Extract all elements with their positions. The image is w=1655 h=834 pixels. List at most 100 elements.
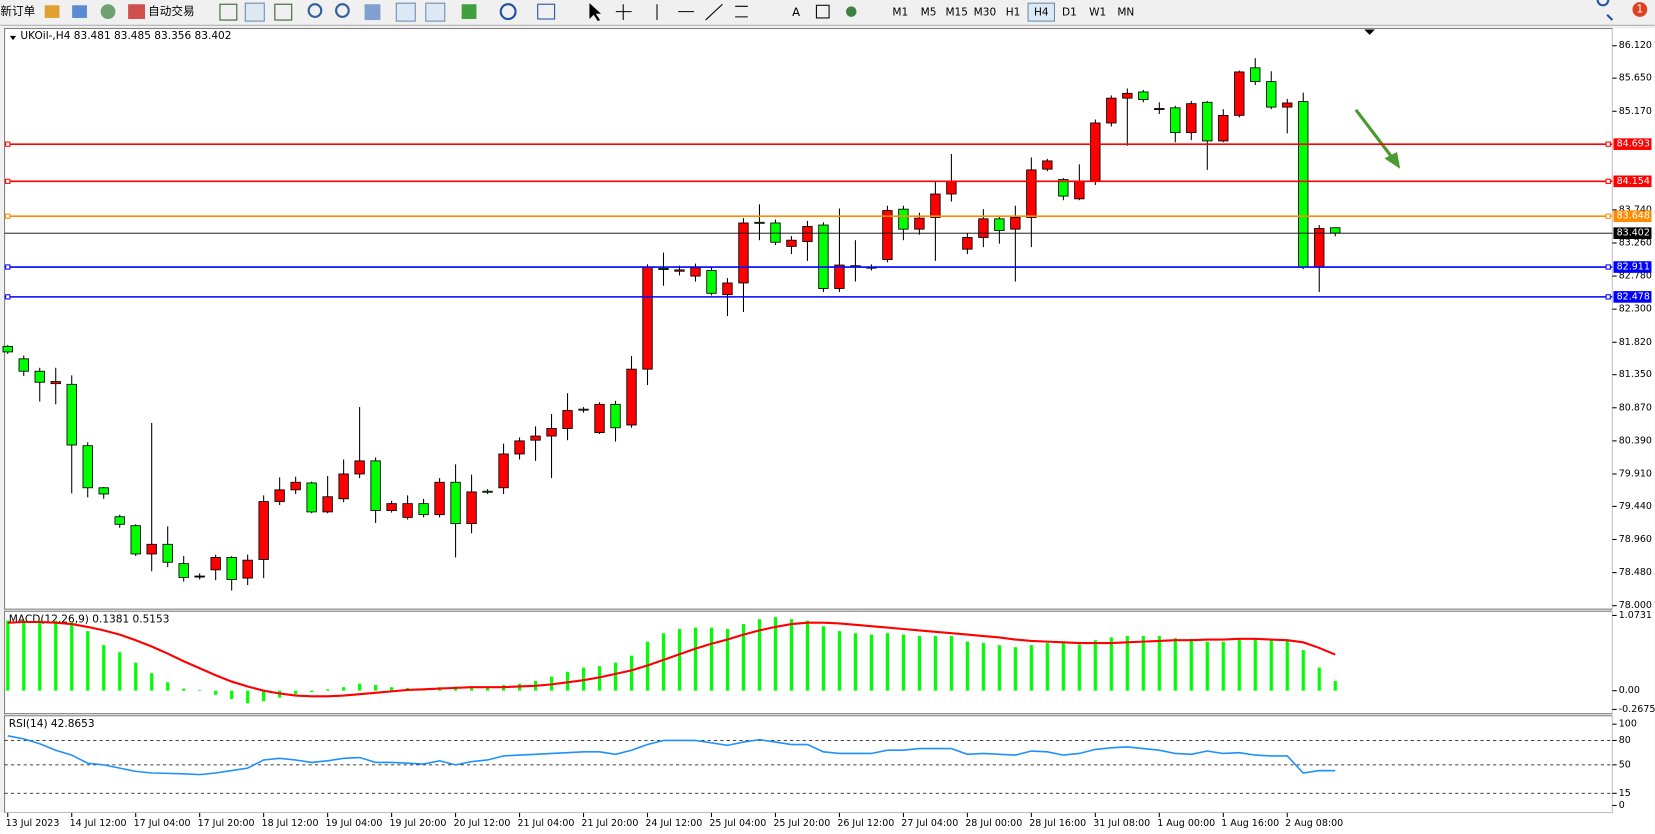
auto-trading-button[interactable]: 自动交易 (148, 4, 194, 18)
macd-bar (38, 620, 42, 691)
price-axis (1612, 28, 1655, 813)
macd-bar (1253, 638, 1257, 691)
macd-bar (1285, 640, 1289, 691)
time-axis (0, 812, 1655, 834)
candle-body (994, 218, 1005, 231)
candle-body (610, 403, 621, 429)
candle-body (146, 543, 157, 555)
y-tick-label: 50 (1619, 759, 1631, 770)
candle-body (210, 556, 221, 571)
candle-body (706, 270, 717, 294)
macd-bar (342, 687, 346, 691)
candle-body (978, 218, 989, 238)
line-handle (5, 178, 11, 184)
candle-body (1026, 169, 1037, 218)
y-tick-label: 81.350 (1619, 369, 1652, 380)
macd-bar (789, 619, 794, 691)
macd-bar (262, 690, 266, 702)
candle-body (18, 358, 29, 372)
candle-body (754, 221, 765, 224)
macd-bar (1077, 644, 1081, 691)
macd-bar (326, 689, 330, 691)
timeframe-label[interactable]: M30 (974, 7, 997, 19)
icon (244, 2, 265, 22)
x-tick-label: 28 Jul 16:00 (1029, 818, 1086, 829)
icon (1596, 0, 1614, 21)
candle-body (1122, 92, 1133, 99)
price-label-bg (1613, 291, 1652, 303)
macd-bar (246, 690, 250, 704)
candle-body (530, 435, 541, 441)
candle-body (1218, 114, 1229, 142)
macd-bar (1157, 636, 1161, 691)
timeframe-label[interactable]: D1 (1062, 7, 1077, 19)
candle-body (354, 460, 365, 475)
macd-bar (805, 620, 810, 691)
candle-body (242, 559, 253, 579)
candle-body (1010, 217, 1021, 230)
macd-bar (869, 634, 874, 691)
timeframe-bar: M1 M5 M15 M30 H1 H4 D1 W1 MN (892, 2, 1134, 22)
macd-bar (965, 641, 969, 691)
candle-body (466, 491, 477, 525)
x-tick-label: 21 Jul 20:00 (581, 818, 638, 829)
macd-bar (741, 624, 746, 691)
timeframe-label[interactable]: MN (1117, 7, 1134, 19)
annotation-arrow (1354, 108, 1398, 164)
price-label: 83.648 (1617, 211, 1650, 222)
candle-body (370, 460, 381, 511)
y-tick-label: 78.960 (1619, 534, 1652, 545)
macd-bar (70, 621, 74, 691)
icon (100, 4, 116, 20)
candle-body (82, 445, 93, 489)
macd-bar (294, 690, 298, 695)
new-order-button[interactable]: 新订单 (0, 4, 35, 18)
macd-bar (134, 662, 138, 691)
y-tick-label: 0.00 (1619, 685, 1640, 696)
macd-bar (1237, 638, 1241, 691)
rsi-pane (4, 715, 1613, 814)
y-tick-label: 85.650 (1619, 73, 1652, 84)
macd-bar (22, 620, 26, 691)
notification-badge[interactable] (1632, 2, 1648, 17)
line-handle (5, 294, 11, 300)
line-handle (1605, 264, 1611, 270)
timeframe-label[interactable]: M15 (945, 7, 968, 19)
macd-bar (1093, 640, 1097, 691)
timeframe-button[interactable] (1027, 2, 1056, 22)
macd-bar (182, 688, 186, 691)
y-tick-label: 78.000 (1619, 600, 1652, 611)
chart-title: UKOil-,H4 83.481 83.485 83.356 83.402 (20, 30, 231, 42)
candle-body (946, 180, 957, 195)
candle-body (2, 345, 13, 353)
macd-bar (6, 620, 10, 691)
candle-body (802, 225, 813, 243)
timeframe-label[interactable]: M5 (921, 7, 937, 19)
candle-body (258, 501, 269, 560)
x-tick-label: 21 Jul 04:00 (517, 818, 574, 829)
candle-body (1298, 101, 1309, 268)
y-tick-label: 100 (1619, 719, 1637, 730)
y-tick-label: 0 (1619, 800, 1625, 811)
pane-marker (9, 35, 17, 41)
x-tick-label: 18 Jul 12:00 (262, 818, 319, 829)
candle-body (306, 482, 317, 513)
timeframe-label[interactable]: H4 (1034, 7, 1049, 19)
candle-body (1170, 107, 1181, 134)
timeframe-label[interactable]: H1 (1006, 7, 1021, 19)
timeframe-label[interactable]: M1 (892, 7, 908, 19)
x-tick-label: 1 Aug 16:00 (1221, 818, 1279, 829)
timeframe-label[interactable]: W1 (1089, 7, 1106, 19)
icon (72, 5, 87, 18)
text-tool[interactable]: A (792, 5, 800, 19)
macd-bar (1317, 667, 1321, 691)
price-label-bg (1613, 210, 1652, 223)
macd-bar (150, 673, 154, 691)
y-tick-label: 79.910 (1619, 468, 1652, 479)
macd-bar (837, 631, 842, 691)
candle-body (386, 503, 397, 511)
macd-bar (1109, 637, 1113, 691)
macd-bar (725, 629, 730, 691)
notification-count: 1 (1636, 4, 1643, 16)
